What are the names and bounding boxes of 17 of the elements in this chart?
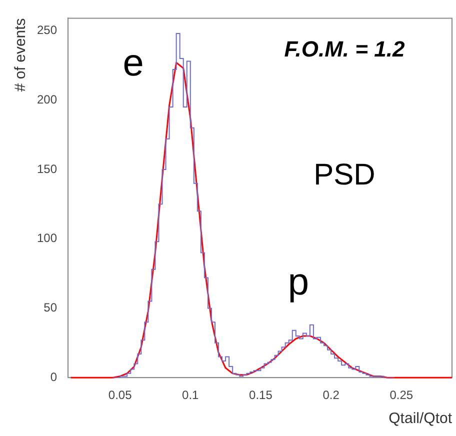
x-tick-label: 0.15 — [249, 388, 273, 402]
annotation: F.O.M. = 1.2 — [284, 36, 406, 62]
y-axis-title: # of events — [12, 18, 30, 92]
y-tick-label: 150 — [36, 162, 58, 176]
annotation: e — [122, 42, 144, 84]
y-tick-label: 50 — [44, 300, 58, 315]
y-tick-label: 100 — [36, 231, 58, 246]
y-tick-label: 200 — [36, 92, 58, 106]
x-tick-label: 0.05 — [108, 388, 132, 402]
x-tick-label: 0.1 — [182, 388, 200, 402]
y-tick-label: 0 — [50, 370, 58, 384]
y-tick-label: 250 — [36, 23, 58, 37]
x-axis-title: Qtail/Qtot — [388, 410, 453, 428]
annotation: PSD — [314, 158, 376, 192]
annotation: p — [288, 262, 309, 304]
x-tick-label: 0.2 — [322, 388, 340, 402]
x-tick-label: 0.25 — [390, 388, 414, 402]
